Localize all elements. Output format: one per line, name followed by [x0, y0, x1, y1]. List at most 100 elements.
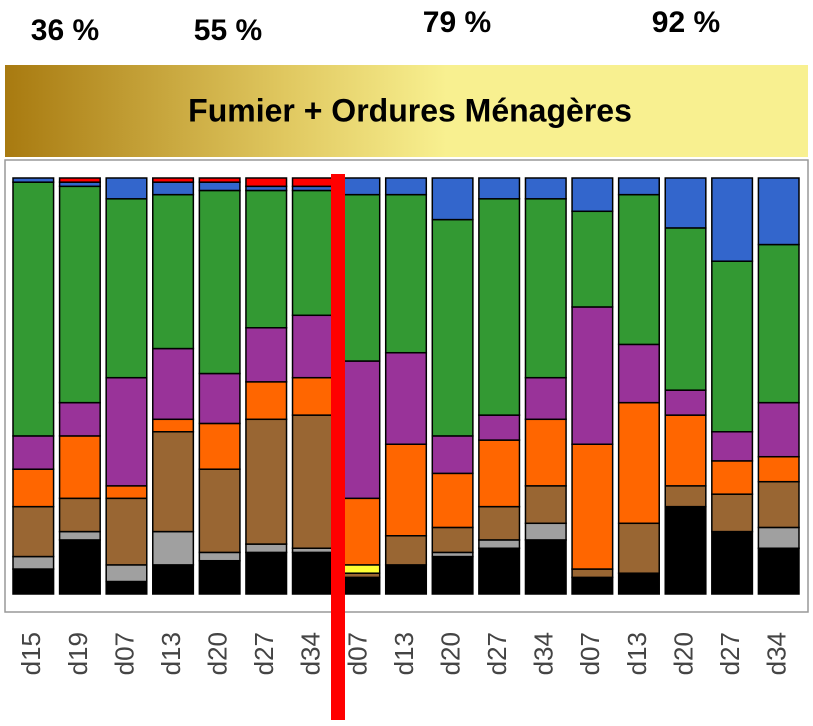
bar-segment — [198, 551, 241, 562]
bar-segment — [12, 555, 55, 570]
bar-segment — [245, 177, 288, 188]
bar-segment — [617, 401, 660, 525]
bar-segment — [12, 568, 55, 595]
bar-segment — [711, 260, 754, 433]
bar-segment — [58, 497, 101, 533]
bar-segment — [711, 530, 754, 595]
bar-segment — [338, 193, 381, 362]
x-tick-label: d34 — [529, 632, 559, 675]
bar-segment — [617, 343, 660, 404]
bar-segment — [524, 177, 567, 200]
bar-segment — [152, 431, 195, 533]
bar-segment — [478, 547, 521, 595]
bar-segment — [524, 376, 567, 421]
bar-segment — [478, 198, 521, 416]
bar-segment — [198, 372, 241, 425]
bar-segment — [245, 189, 288, 329]
bar-segment — [12, 468, 55, 508]
bar-segment — [245, 381, 288, 421]
bar-segment — [58, 435, 101, 500]
chart-title: Fumier + Ordures Ménagères — [188, 92, 632, 128]
bar-segment — [291, 177, 334, 188]
bar-segment — [571, 443, 614, 570]
bar-segment — [152, 418, 195, 433]
annotation: 92 % — [652, 6, 720, 39]
x-tick-label: d07 — [342, 632, 372, 675]
bar-segment — [664, 177, 707, 229]
x-tick-label: d07 — [109, 632, 139, 675]
bar-segment — [757, 480, 800, 529]
x-tick-label: d27 — [482, 632, 512, 675]
bar-segment — [152, 530, 195, 566]
annotation: 36 % — [31, 14, 99, 47]
bar-segment — [152, 177, 195, 183]
x-tick-label: d34 — [762, 632, 792, 675]
bar-segment — [617, 572, 660, 595]
bar-segment — [198, 559, 241, 595]
bar-segment — [664, 389, 707, 416]
bar-segment — [478, 539, 521, 549]
bar-segment — [245, 551, 288, 595]
bar-segment — [152, 564, 195, 595]
bar-segment — [384, 351, 428, 445]
bar-segment — [617, 177, 660, 196]
bar-segment — [524, 198, 567, 379]
bar-segment — [384, 443, 428, 537]
bar-segment — [58, 539, 101, 595]
bar-segment — [431, 218, 474, 437]
bar-segment — [711, 177, 754, 262]
bar-segment — [105, 198, 148, 379]
bar-segment — [478, 414, 521, 441]
bar-segment — [152, 193, 195, 350]
bar-segment — [338, 576, 381, 595]
bar-segment — [12, 181, 55, 437]
bar-segment — [245, 543, 288, 554]
bar-segment — [198, 189, 241, 375]
bar-segment — [757, 177, 800, 246]
bar-segment — [291, 376, 334, 416]
bar-segment — [12, 435, 55, 470]
bar-segment — [571, 576, 614, 595]
bar-segment — [571, 306, 614, 445]
bar-segment — [58, 530, 101, 541]
bar-segment — [711, 493, 754, 533]
bar-segment — [198, 181, 241, 192]
bar-segment — [291, 414, 334, 549]
bar-segment — [757, 526, 800, 549]
bar-segment — [245, 418, 288, 545]
bar-segment — [198, 468, 241, 554]
bar-segment — [245, 327, 288, 383]
x-tick-label: d27 — [715, 632, 745, 675]
bar-segment — [58, 401, 101, 437]
annotation: 79 % — [423, 6, 491, 39]
bar-segment — [105, 485, 148, 500]
x-tick-label: d13 — [389, 632, 419, 675]
bar-segment — [571, 210, 614, 308]
bar-segment — [524, 418, 567, 487]
bar-segment — [384, 535, 428, 566]
bar-segment — [571, 177, 614, 213]
bar-segment — [58, 185, 101, 404]
bar-segment — [338, 564, 381, 574]
bar-segment — [12, 505, 55, 558]
bar-segment — [105, 497, 148, 566]
annotation: 55 % — [194, 14, 262, 47]
bar-segment — [338, 497, 381, 566]
divider-line — [331, 174, 345, 720]
bar-segment — [431, 472, 474, 529]
title-banner — [5, 65, 808, 157]
bar-segment — [431, 177, 474, 221]
bar-segment — [478, 439, 521, 508]
bar-segment — [198, 422, 241, 470]
x-tick-label: d27 — [249, 632, 279, 675]
bar-segment — [291, 314, 334, 379]
x-tick-label: d20 — [668, 632, 698, 675]
bar-segment — [105, 376, 148, 487]
bar-segment — [478, 505, 521, 541]
bar-segment — [338, 360, 381, 500]
x-tick-label: d15 — [16, 632, 46, 675]
bar-segment — [338, 177, 381, 196]
bar-segment — [711, 460, 754, 495]
bar-segment — [524, 539, 567, 595]
